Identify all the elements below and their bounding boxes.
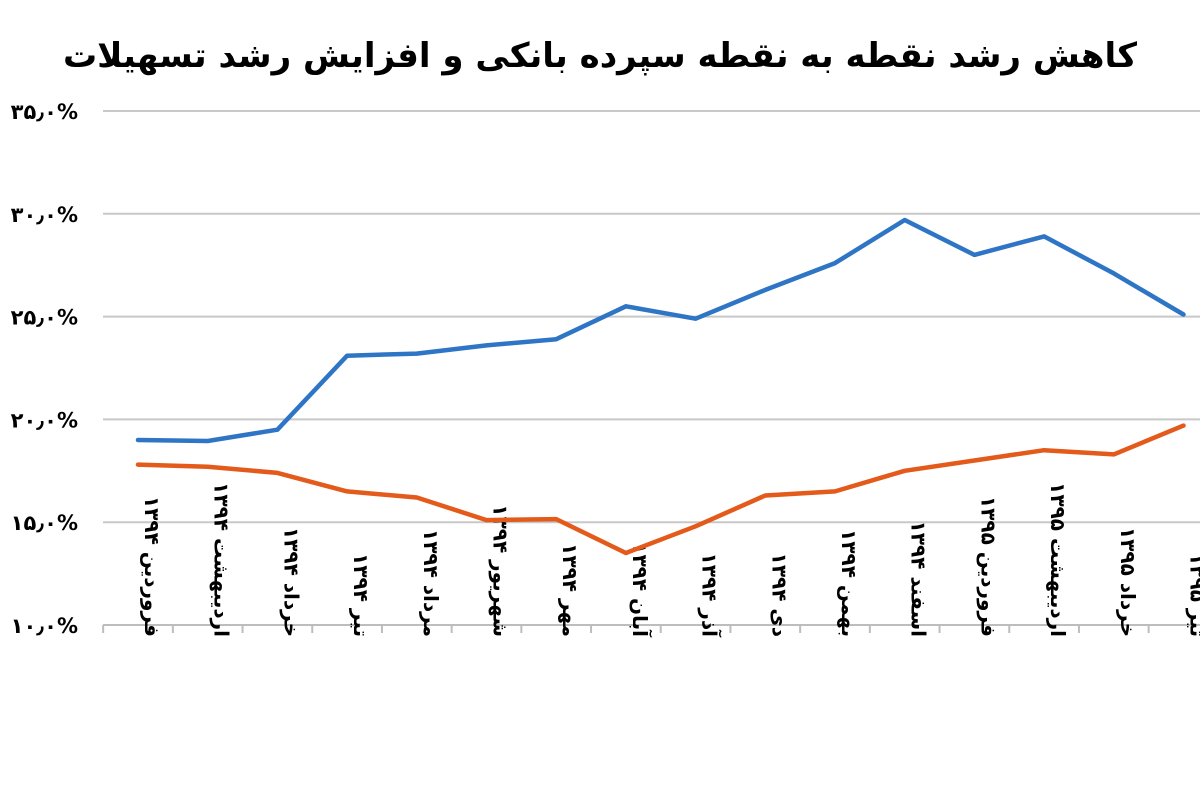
x-tick-label: خرداد ۱۳۹۴ bbox=[279, 527, 303, 637]
data-point bbox=[693, 316, 698, 321]
x-tick-label: آبان ۱۳۹۴ bbox=[628, 542, 653, 638]
data-point bbox=[414, 495, 419, 500]
data-point bbox=[972, 458, 977, 463]
x-tick-label: مهر ۱۳۹۴ bbox=[558, 543, 582, 637]
x-tick-label: اسفند ۱۳۹۴ bbox=[907, 521, 931, 637]
data-point bbox=[414, 351, 419, 356]
data-point bbox=[763, 287, 768, 292]
x-tick-label: فروردین ۱۳۹۴ bbox=[140, 496, 164, 637]
x-tick-label: آذر ۱۳۹۴ bbox=[698, 553, 723, 639]
data-point bbox=[902, 468, 907, 473]
data-point bbox=[136, 437, 140, 442]
data-point bbox=[275, 470, 280, 475]
data-point bbox=[484, 343, 489, 348]
y-tick-label: ۱۰٫۰% bbox=[11, 614, 78, 638]
data-point bbox=[484, 518, 489, 523]
x-tick-label: تیر ۱۳۹۴ bbox=[349, 553, 373, 637]
data-point bbox=[1111, 271, 1116, 276]
data-point bbox=[554, 337, 559, 342]
series-line-2 bbox=[135, 423, 1186, 556]
x-tick-label: تیر ۱۳۹۵ bbox=[1186, 553, 1200, 637]
data-point bbox=[1181, 423, 1186, 428]
x-tick-label: شهریور ۱۳۹۴ bbox=[489, 504, 513, 637]
x-tick-label: اردیبهشت ۱۳۹۵ bbox=[1046, 482, 1070, 637]
data-point bbox=[902, 217, 907, 222]
data-point bbox=[345, 353, 350, 358]
data-point bbox=[1181, 312, 1186, 317]
y-tick-label: ۳۰٫۰% bbox=[11, 203, 78, 227]
data-point bbox=[205, 438, 210, 443]
chart-title: کاهش رشد نقطه به نقطه سپرده بانکی و افزا… bbox=[63, 36, 1137, 76]
data-point bbox=[345, 489, 350, 494]
series-line-1 bbox=[135, 217, 1186, 444]
data-point bbox=[833, 261, 837, 266]
data-point bbox=[972, 252, 977, 257]
data-point bbox=[833, 489, 837, 494]
y-tick-label: ۱۵٫۰% bbox=[11, 511, 78, 535]
x-tick-label: اردیبهشت ۱۳۹۴ bbox=[210, 482, 234, 637]
data-point bbox=[763, 493, 768, 498]
data-point bbox=[205, 464, 210, 469]
y-tick-label: ۲۰٫۰% bbox=[11, 408, 78, 432]
data-point bbox=[1042, 234, 1047, 239]
x-tick-label: بهمن ۱۳۹۴ bbox=[837, 529, 861, 637]
x-tick-label: دی ۱۳۹۴ bbox=[767, 553, 791, 637]
y-tick-label: ۳۵٫۰% bbox=[11, 100, 78, 124]
data-point bbox=[1111, 452, 1116, 457]
data-point bbox=[623, 551, 628, 556]
x-axis: فروردین ۱۳۹۴ اردیبهشت ۱۳۹۴ خرداد ۱۳۹۴ تیر ۱… bbox=[102, 482, 1200, 639]
data-point bbox=[275, 427, 280, 432]
x-tick-label: فروردین ۱۳۹۵ bbox=[976, 496, 1000, 637]
data-point bbox=[693, 524, 698, 529]
data-point bbox=[623, 304, 628, 309]
y-axis-ticks: ۱۰٫۰% ۱۵٫۰% ۲۰٫۰% ۲۵٫۰% ۳۰٫۰% ۳۵٫۰% bbox=[11, 100, 78, 638]
x-tick-label: مرداد ۱۳۹۴ bbox=[419, 529, 443, 637]
x-tick-label: خرداد ۱۳۹۵ bbox=[1116, 527, 1140, 637]
series-group bbox=[135, 217, 1186, 556]
y-tick-label: ۲۵٫۰% bbox=[11, 306, 78, 330]
data-point bbox=[554, 517, 559, 522]
gridlines bbox=[103, 110, 1200, 524]
data-point bbox=[136, 462, 140, 467]
data-point bbox=[1042, 448, 1047, 453]
